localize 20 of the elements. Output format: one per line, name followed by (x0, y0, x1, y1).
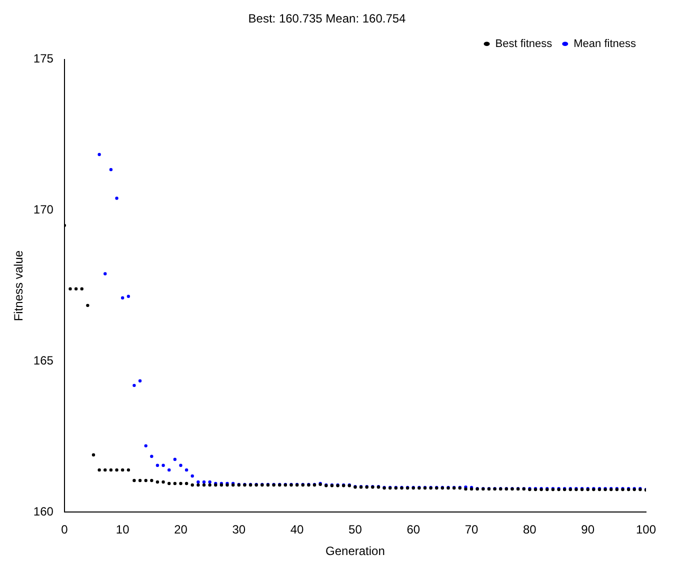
y-tick-label: 160 (33, 504, 54, 519)
x-tick-label: 60 (406, 522, 420, 537)
x-tick-label: 70 (464, 522, 479, 537)
x-tick-label: 20 (174, 522, 188, 537)
x-tick-label: 0 (61, 522, 68, 537)
y-axis-title: Fitness value (12, 250, 26, 322)
x-tick-label: 40 (290, 522, 304, 537)
x-tick-label: 50 (348, 522, 362, 537)
y-tick-label: 165 (33, 354, 54, 368)
chart-title: Best: 160.735 Mean: 160.754 (248, 12, 406, 26)
legend-label: Best fitness (495, 38, 553, 50)
y-tick-label: 170 (33, 202, 54, 217)
y-tick-label: 175 (33, 52, 54, 66)
x-tick-label: 10 (116, 522, 130, 537)
x-tick-label: 100 (636, 522, 656, 537)
x-tick-label: 90 (581, 522, 595, 537)
legend-label: Mean fitness (574, 38, 636, 50)
x-tick-label: 30 (232, 522, 246, 537)
x-axis-title: Generation (326, 544, 385, 558)
x-tick-label: 80 (523, 522, 537, 537)
